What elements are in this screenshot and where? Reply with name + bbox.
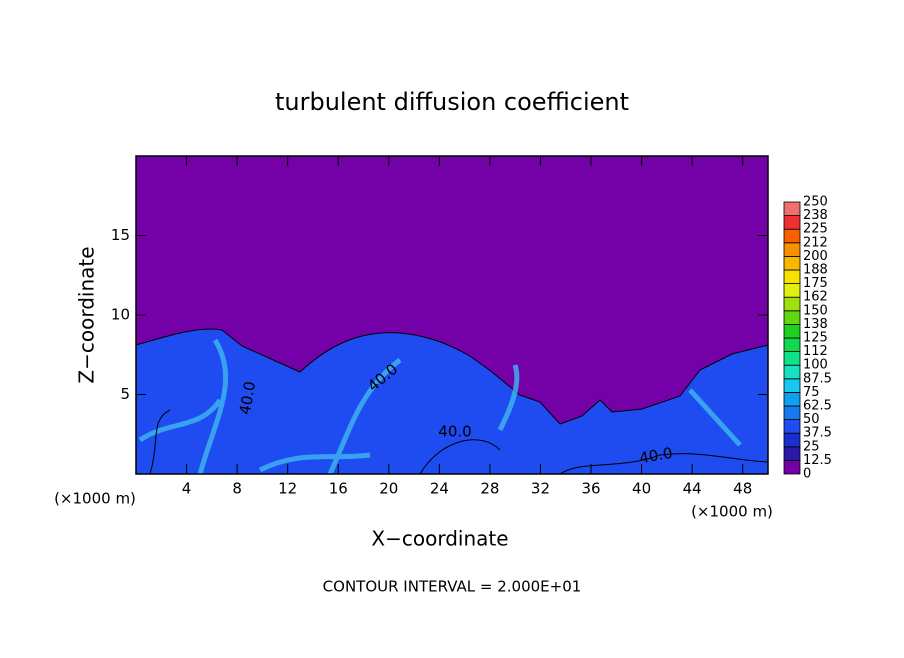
colorbar-box — [783, 432, 801, 448]
colorbar-label: 225 — [803, 222, 828, 237]
contour-label: 40.0 — [438, 423, 471, 441]
y-tick-label: 5 — [120, 385, 130, 403]
x-tick-label: 16 — [329, 480, 348, 498]
x-tick-label: 36 — [581, 480, 600, 498]
colorbar-box — [783, 337, 801, 353]
colorbar-box — [783, 242, 801, 257]
x-tick-label: 40 — [632, 480, 651, 498]
colorbar-label: 25 — [803, 439, 820, 454]
colorbar-label: 75 — [803, 385, 820, 400]
colorbar-label: 250 — [803, 195, 828, 210]
colorbar-label: 162 — [803, 290, 828, 305]
colorbar-label: 112 — [803, 344, 828, 359]
field-region — [135, 328, 769, 475]
colorbar-label: 125 — [803, 331, 828, 346]
colorbar-label: 175 — [803, 276, 828, 291]
chart-title: turbulent diffusion coefficient — [275, 88, 629, 116]
contour-line — [149, 409, 769, 475]
colorbar-box — [783, 269, 801, 285]
colorbar-box — [783, 419, 801, 434]
colorbar-box — [783, 378, 801, 393]
x-tick-label: 8 — [232, 480, 242, 498]
colorbar-label: 62.5 — [803, 399, 832, 414]
colorbar-box — [783, 391, 801, 407]
colorbar-label: 238 — [803, 208, 828, 223]
x-tick-label: 20 — [379, 480, 398, 498]
contour-label: 40.0 — [236, 380, 260, 416]
x-tick-label: 4 — [182, 480, 192, 498]
colorbar-label: 212 — [803, 235, 828, 250]
colorbar-box — [783, 296, 801, 312]
y-tick-label: 10 — [111, 306, 130, 324]
colorbar-box — [783, 255, 801, 271]
x-tick-label: 32 — [531, 480, 550, 498]
x-unit-label: (×1000 m) — [691, 503, 773, 521]
y-tick-label: 15 — [111, 226, 130, 244]
colorbar-box — [783, 215, 801, 230]
colorbar-label: 138 — [803, 317, 828, 332]
colorbar-label: 188 — [803, 263, 828, 278]
x-tick-label: 28 — [480, 480, 499, 498]
colorbar-box — [783, 201, 801, 217]
colorbar-box — [783, 446, 801, 461]
field — [135, 156, 769, 476]
x-tick-label: 24 — [430, 480, 449, 498]
colorbar-label: 37.5 — [803, 426, 832, 441]
colorbar-box — [783, 323, 801, 339]
colorbar-box — [783, 364, 801, 380]
colorbar-box — [783, 351, 801, 366]
field-streaks — [138, 338, 742, 476]
colorbar-label: 50 — [803, 412, 820, 427]
x-tick-label: 44 — [683, 480, 702, 498]
colorbar-box — [783, 310, 801, 325]
colorbar-label: 150 — [803, 303, 828, 318]
x-unit-label: (×1000 m) — [54, 490, 136, 508]
colorbar-label: 87.5 — [803, 371, 832, 386]
contour-label: 40.0 — [638, 444, 674, 468]
colorbar-label: 12.5 — [803, 453, 832, 468]
x-tick-label: 12 — [278, 480, 297, 498]
colorbar-label: 100 — [803, 358, 828, 373]
colorbar-label: 200 — [803, 249, 828, 264]
colorbar-box — [783, 283, 801, 298]
colorbar-box — [783, 405, 801, 421]
colorbar-box — [783, 459, 801, 475]
footer: CONTOUR INTERVAL = 2.000E+01 — [323, 578, 582, 596]
x-tick-label: 48 — [733, 480, 752, 498]
y-axis-label: Z−coordinate — [75, 246, 99, 383]
x-axis-label: X−coordinate — [371, 527, 508, 551]
colorbar-box — [783, 228, 801, 244]
colorbar-label: 0 — [803, 467, 811, 482]
